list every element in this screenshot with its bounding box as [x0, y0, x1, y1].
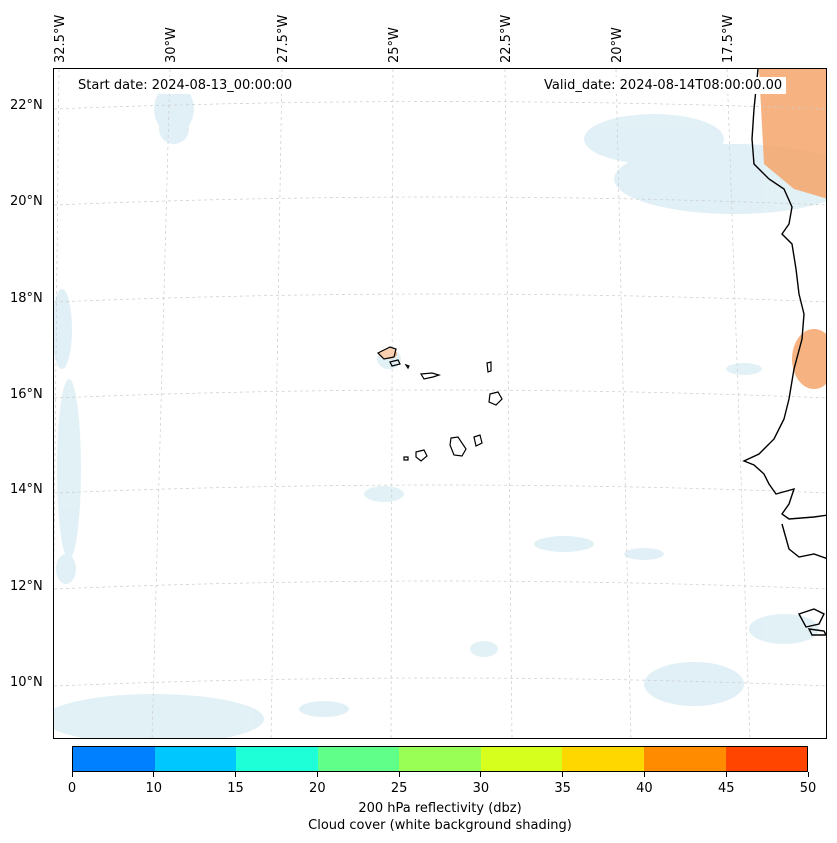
latitude-label-20n: 20°N: [10, 194, 43, 209]
sao-nicolau-island: [419, 372, 442, 380]
latitude-label-18n: 18°N: [10, 291, 43, 306]
colorbar-segment: [725, 747, 808, 771]
sal-island: [486, 361, 492, 373]
colorbar-tick-label: 35: [554, 781, 571, 796]
colorbar-tick-mark: [316, 772, 318, 777]
latitude-label-14n: 14°N: [10, 482, 43, 497]
islands: [376, 346, 503, 462]
latitude-label-16n: 16°N: [10, 387, 43, 402]
gridlines: [54, 69, 826, 738]
colorbar-segment: [399, 747, 481, 771]
longitude-label-17-5w: 17.5°W: [721, 14, 736, 63]
maio-island: [473, 434, 483, 447]
colorbar-segment: [317, 747, 400, 771]
fogo-island: [415, 449, 428, 462]
colorbar-tick-mark: [153, 772, 155, 777]
colorbar-segment: [73, 747, 155, 771]
colorbar: [72, 746, 808, 772]
colorbar-tick-label: 10: [145, 781, 163, 796]
colorbar-tick-label: 40: [636, 781, 653, 796]
colorbar-segment: [480, 747, 563, 771]
start-date-label: Start date: 2024-08-13_00:00:00: [74, 77, 297, 94]
colorbar-tick-label: 20: [309, 781, 326, 796]
colorbar-segment: [154, 747, 237, 771]
colorbar-label-reflectivity: 200 hPa reflectivity (dbz): [358, 801, 522, 816]
map-panel[interactable]: [53, 68, 827, 739]
colorbar-tick-label: 15: [227, 781, 244, 796]
colorbar-tick-mark: [807, 772, 809, 777]
santo-antao-island: [376, 346, 397, 360]
latitude-label-12n: 12°N: [10, 579, 43, 594]
colorbar-segment: [236, 747, 318, 771]
colorbar-tick-mark: [643, 772, 645, 777]
valid-date-label: Valid_date: 2024-08-14T08:00:00.00: [540, 77, 787, 94]
santa-luzia-island: [404, 363, 410, 370]
sao-vicente-island: [389, 359, 401, 367]
longitude-label-27-5w: 27.5°W: [276, 14, 291, 63]
colorbar-tick-label: 0: [67, 781, 77, 796]
colorbar-tick-mark: [71, 772, 73, 777]
longitude-label-20w: 20°W: [610, 27, 625, 63]
reflectivity-shading: [379, 69, 826, 389]
santiago-island: [449, 436, 467, 457]
colorbar-tick-mark: [480, 772, 482, 777]
colorbar-tick-mark: [725, 772, 727, 777]
longitude-label-32-5w: 32.5°W: [53, 14, 68, 63]
brava-island: [403, 456, 409, 461]
colorbar-tick-mark: [235, 772, 237, 777]
colorbar-tick-mark: [562, 772, 564, 777]
coastline: [742, 69, 826, 636]
colorbar-tick-label: 45: [717, 781, 735, 796]
longitude-label-22-5w: 22.5°W: [499, 14, 514, 63]
colorbar-tick-mark: [398, 772, 400, 777]
longitude-label-25w: 25°W: [387, 27, 402, 63]
colorbar-tick-label: 25: [390, 781, 408, 796]
boa-vista-island: [488, 391, 503, 406]
latitude-label-10n: 10°N: [10, 675, 43, 690]
colorbar-segment: [562, 747, 644, 771]
latitude-label-22n: 22°N: [10, 98, 43, 113]
colorbar-tick-label: 50: [799, 781, 817, 796]
longitude-label-30w: 30°W: [164, 27, 179, 63]
colorbar-tick-label: 30: [472, 781, 490, 796]
colorbar-segment: [643, 747, 726, 771]
colorbar-label-cloud-cover: Cloud cover (white background shading): [308, 818, 572, 833]
cloud-shading: [54, 84, 826, 738]
map-canvas: [54, 69, 826, 738]
